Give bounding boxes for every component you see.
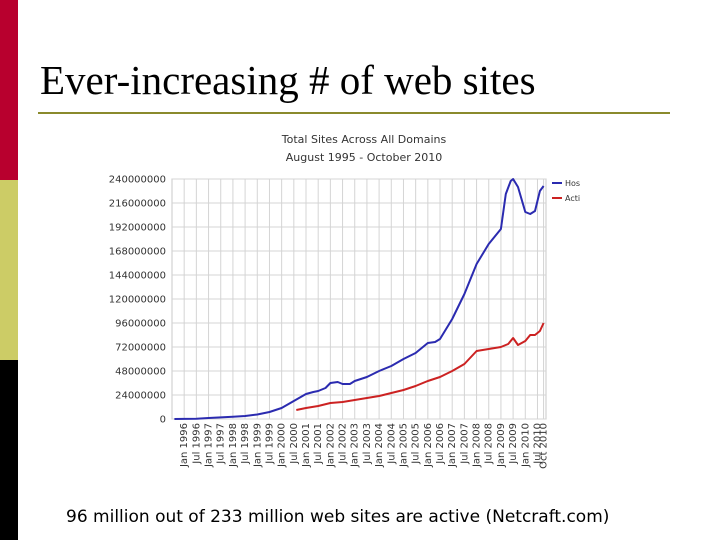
x-tick-label: Oct 2010	[539, 423, 550, 469]
x-tick-label: Jan 2001	[301, 423, 312, 468]
x-tick-label: Jan 2009	[496, 423, 507, 468]
x-tick-label: Jan 2006	[423, 423, 434, 468]
x-tick-label: Jan 1996	[179, 423, 190, 468]
x-tick-label: Jul 2000	[289, 423, 300, 465]
x-tick-label: Jan 2004	[374, 423, 385, 468]
legend-label-hostnames: Hostnames	[565, 179, 580, 188]
legend-label-active: Active	[565, 194, 580, 203]
line-chart: Total Sites Across All Domains August 199…	[109, 133, 580, 469]
x-tick-label: Jul 2005	[411, 423, 422, 465]
x-tick-label: Jan 2003	[350, 423, 361, 468]
x-tick-label: Jul 2001	[313, 423, 324, 465]
x-tick-label: Jul 1998	[240, 423, 251, 465]
y-tick-label: 240000000	[109, 175, 166, 186]
x-tick-label: Jan 1999	[252, 423, 263, 468]
y-tick-label: 192000000	[109, 223, 166, 234]
x-tick-label: Jan 2002	[325, 423, 336, 468]
chart-title: Total Sites Across All Domains	[281, 133, 447, 146]
chart-subtitle: August 1995 - October 2010	[286, 151, 442, 164]
x-tick-label: Jul 2010	[532, 423, 543, 465]
x-tick-label: Jan 2007	[447, 423, 458, 468]
x-tick-label: Jul 2009	[508, 423, 519, 465]
y-tick-label: 216000000	[109, 199, 166, 210]
slide-title: Ever-increasing # of web sites	[40, 57, 536, 103]
series-line-active	[296, 322, 545, 411]
y-tick-label: 144000000	[109, 271, 166, 282]
x-tick-label: Jan 2005	[398, 423, 409, 468]
x-tick-label: Jan 1998	[228, 423, 239, 468]
y-tick-label: 96000000	[115, 319, 166, 330]
x-tick-label: Jan 2008	[472, 423, 483, 468]
y-tick-label: 48000000	[115, 367, 166, 378]
x-tick-label: Jul 1999	[264, 423, 275, 465]
series-line-hostnames	[174, 178, 545, 420]
x-tick-label: Jul 2003	[362, 423, 373, 465]
x-tick-label: Jul 1997	[216, 423, 227, 465]
title-divider	[38, 112, 670, 114]
slide-caption: 96 million out of 233 million web sites …	[66, 507, 610, 527]
x-tick-label: Jul 2008	[484, 423, 495, 465]
x-tick-label: Jul 2004	[386, 423, 397, 465]
y-tick-label: 168000000	[109, 247, 166, 258]
y-tick-label: 24000000	[115, 391, 166, 402]
x-tick-label: Jul 2002	[338, 423, 349, 465]
y-tick-label: 120000000	[109, 295, 166, 306]
x-tick-label: Jul 1996	[191, 423, 202, 465]
y-tick-label: 72000000	[115, 343, 166, 354]
x-tick-label: Jan 2000	[277, 423, 288, 468]
side-bar-olive	[0, 180, 18, 360]
x-tick-label: Jul 2006	[435, 423, 446, 465]
x-tick-label: Jul 2007	[459, 423, 470, 465]
x-tick-label: Jan 2010	[520, 423, 531, 468]
side-bar-black	[0, 360, 18, 540]
y-tick-label: 0	[160, 415, 166, 426]
side-bar-red	[0, 0, 18, 180]
x-tick-label: Jan 1997	[204, 423, 215, 468]
